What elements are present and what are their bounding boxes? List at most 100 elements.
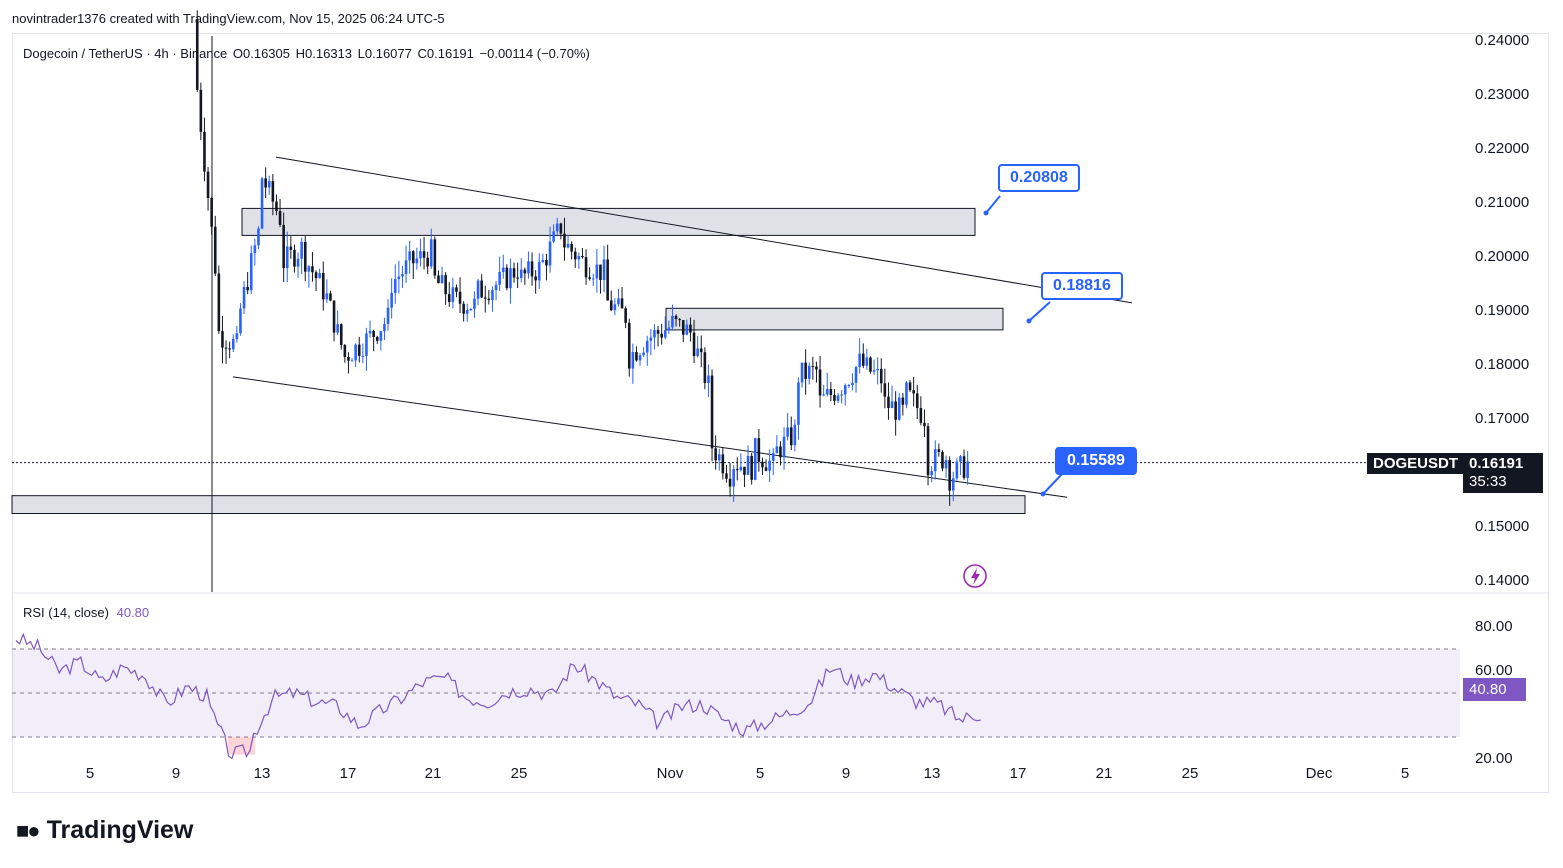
candle-body (692, 332, 696, 357)
candle-body (962, 456, 966, 478)
candle-body (246, 286, 249, 291)
candle-body (545, 259, 548, 266)
candle-body (897, 397, 901, 420)
candle-body (588, 277, 591, 279)
candle-body (415, 258, 419, 264)
candle-body (833, 394, 836, 401)
last-price: 0.16191 (1469, 455, 1524, 472)
candle-body (469, 308, 473, 311)
tag-anchor-dot (983, 210, 989, 216)
candle-body (242, 286, 246, 309)
candle-body (314, 272, 318, 279)
candle-body (548, 241, 552, 266)
candle-body (861, 353, 865, 366)
candle-body (584, 257, 588, 278)
lightning-glyph (971, 568, 980, 585)
candle-body (613, 304, 617, 311)
candle-body (933, 449, 937, 472)
candle-body (689, 324, 692, 333)
trendline (275, 156, 1133, 304)
candle-body (465, 310, 469, 314)
candle-body (631, 352, 635, 369)
candle-body (753, 438, 757, 480)
candle-body (764, 467, 768, 471)
candle-body (696, 348, 699, 357)
tag-connector (1042, 473, 1063, 495)
candle-body (761, 461, 764, 468)
candle-body (343, 345, 347, 357)
candle-body (494, 284, 498, 291)
candle-body (303, 241, 307, 272)
candle-body (555, 223, 559, 232)
symbol-badge: DOGEUSDT (1367, 453, 1465, 474)
level-tag-2[interactable]: 0.18816 (1041, 272, 1123, 300)
low-value: L0.16077 (357, 46, 412, 61)
candle-body (433, 239, 437, 276)
candle-body (530, 261, 534, 277)
candle-body (710, 375, 714, 449)
rsi-value-badge: 40.80 (1463, 678, 1526, 701)
candle-body (537, 261, 541, 281)
candle-body (800, 362, 804, 383)
candle-body (660, 333, 663, 338)
candle-body (779, 446, 782, 458)
candle-body (577, 255, 581, 260)
zone-rect (241, 207, 976, 236)
candle-body (674, 315, 678, 320)
time-tick-label: 5 (755, 765, 765, 782)
trendline (232, 376, 1068, 498)
candle-body (239, 308, 242, 334)
candle-body (825, 389, 829, 395)
candle-body (627, 322, 631, 369)
change-value: −0.00114 (−0.70%) (479, 46, 590, 61)
rsi-line (15, 632, 981, 760)
symbol-header[interactable]: Dogecoin / TetherUS · 4h · Binance O0.16… (23, 46, 592, 61)
candle-body (768, 460, 771, 471)
zone-rect (665, 307, 1004, 331)
candle-body (401, 274, 404, 277)
logo-text: TradingView (46, 816, 194, 844)
candle-body (890, 401, 894, 409)
candle-body (591, 278, 595, 280)
candle-body (325, 293, 329, 300)
rsi-legend[interactable]: RSI (14, close) 40.80 (23, 605, 149, 620)
candle-body (296, 258, 300, 267)
candle-body (264, 178, 267, 188)
candle-body (671, 315, 674, 328)
candle-body (912, 390, 915, 394)
candle-body (775, 446, 779, 454)
candle-body (840, 394, 843, 396)
level-tag-3[interactable]: 0.15589 (1055, 447, 1137, 475)
candle-body (937, 449, 941, 452)
candle-body (210, 198, 213, 227)
candle-body (570, 243, 573, 252)
candle-body (609, 300, 613, 311)
candle-body (624, 308, 627, 323)
tradingview-logo[interactable]: ■● TradingView (16, 816, 193, 845)
candle-body (473, 298, 476, 309)
candle-body (645, 340, 649, 353)
candle-body (361, 355, 365, 357)
candle-body (750, 455, 753, 480)
candle-body (872, 370, 876, 372)
tv-logo-icon: ■● (16, 817, 41, 843)
candle-body (919, 408, 923, 423)
candle-body (951, 478, 955, 491)
rsi-legend-value: 40.80 (116, 605, 150, 620)
candle-body (602, 259, 606, 280)
candle-body (393, 279, 397, 293)
candle-body (379, 331, 383, 341)
last-price-badge: 0.16191 35:33 (1463, 453, 1543, 493)
candle-body (523, 269, 527, 274)
level-tag-1[interactable]: 0.20808 (998, 164, 1080, 192)
candle-body (876, 368, 879, 371)
candle-body (923, 422, 926, 427)
candle-body (836, 395, 840, 401)
candle-body (231, 338, 235, 350)
candle-body (221, 331, 224, 348)
price-tick-label: 0.21000 (1475, 194, 1530, 211)
bar-countdown: 35:33 (1469, 473, 1507, 490)
candle-body (498, 271, 501, 285)
candle-body (746, 455, 750, 475)
